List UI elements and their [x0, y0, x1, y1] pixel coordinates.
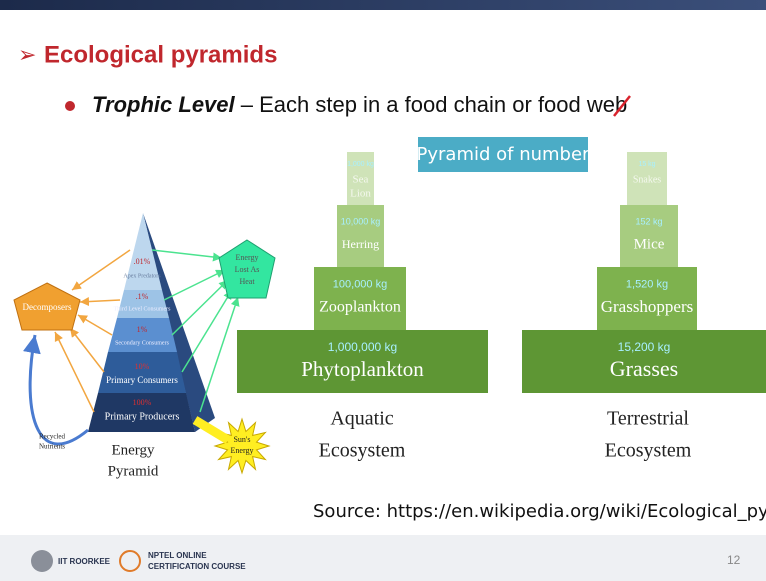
recycle-arrow	[23, 334, 89, 446]
level-name: Lion	[350, 188, 371, 200]
aquatic-pyramid: 1,000 kg Sea Lion 10,000 kg Herring 100,000 k…	[237, 152, 488, 393]
level-percent: .1%	[136, 292, 149, 301]
pyramid-label-box	[418, 137, 588, 172]
energy-caption: Energy	[111, 442, 155, 458]
pyramid-band	[88, 393, 195, 432]
arrow	[199, 296, 240, 413]
title-arrow: ➢	[18, 42, 36, 67]
level-name: Secondary Consumers	[115, 340, 169, 346]
arrow	[54, 331, 95, 413]
footer-course: CERTIFICATION COURSE	[148, 562, 246, 571]
source: Source: https://en.wikipedia.org/wiki/Ec…	[313, 501, 766, 522]
arrow	[69, 327, 105, 373]
level-box	[337, 205, 384, 267]
level-name: Primary Consumers	[106, 375, 178, 385]
level-value: 15,200 kg	[618, 340, 671, 354]
arrow	[79, 297, 121, 307]
level-value: 10,000 kg	[341, 217, 381, 227]
pyramid-band	[108, 318, 177, 352]
arrow	[181, 289, 233, 373]
level-value: 1,000,000 kg	[328, 340, 397, 354]
level-box	[597, 267, 697, 330]
arrow	[151, 249, 223, 262]
level-percent: .01%	[134, 257, 151, 266]
footer-course: NPTEL ONLINE	[148, 551, 207, 560]
terrestrial-caption: Terrestrial	[607, 408, 689, 430]
level-value: 152 kg	[635, 217, 662, 227]
sun-arrow	[192, 416, 231, 444]
pyramid-band	[124, 213, 162, 290]
level-box	[620, 205, 678, 267]
pyramid-side	[143, 213, 215, 432]
level-name: Third Level Consumers	[114, 306, 172, 312]
decomposers-label: Decomposers	[23, 302, 72, 312]
heat-shape	[218, 239, 276, 299]
sun-shape	[213, 417, 271, 475]
sun-label: Sun's	[233, 435, 250, 444]
level-name: Phytoplankton	[301, 357, 424, 381]
energy-caption: Pyramid	[108, 463, 159, 479]
pen-mark	[613, 95, 631, 117]
bullet-definition: – Each step in a food chain or food web	[235, 92, 628, 117]
heat-label: Energy	[236, 253, 259, 262]
level-percent: 10%	[135, 362, 150, 371]
terrestrial-pyramid: 15 kg Snakes 152 kg Mice 1,520 kg Grasshopper…	[522, 152, 766, 393]
level-name: Apex Predators	[123, 273, 161, 279]
level-name: Grasshoppers	[601, 297, 694, 316]
aquatic-caption: Aquatic	[330, 408, 393, 430]
level-box	[522, 330, 766, 393]
arrow	[77, 314, 113, 336]
level-name: Zooplankton	[319, 299, 401, 316]
level-name: Mice	[634, 237, 665, 253]
recycled-label: Nutrients	[39, 443, 65, 451]
heat-label: Heat	[239, 277, 255, 286]
arrow	[163, 269, 226, 301]
sun-label: Energy	[231, 446, 254, 455]
level-name: Sea	[353, 174, 369, 186]
pyramid-label: Pyramid of number	[417, 144, 591, 165]
level-percent: 1%	[137, 325, 148, 334]
level-percent: 100%	[133, 398, 152, 407]
heat-label: Lost As	[235, 265, 260, 274]
bullet-text: Trophic Level – Each step in a food chai…	[92, 92, 627, 117]
aquatic-caption: Ecosystem	[319, 440, 406, 462]
level-value: 1,520 kg	[626, 279, 668, 291]
footer-bar	[0, 535, 766, 581]
arrow	[71, 249, 131, 291]
level-box	[314, 267, 406, 330]
decomposers-shape	[13, 282, 81, 331]
nptel-logo	[119, 550, 141, 572]
energy-pyramid: .01% Apex Predators .1% Third Level Consume…	[13, 213, 276, 479]
pyramid-band	[98, 352, 186, 393]
level-name: Primary Producers	[105, 411, 180, 422]
level-value: 100,000 kg	[333, 279, 387, 291]
level-box	[347, 152, 374, 205]
level-box	[627, 152, 667, 205]
level-name: Herring	[342, 237, 379, 251]
level-value: 15 kg	[638, 161, 655, 168]
page-number: 12	[727, 553, 741, 567]
bullet-term: Trophic Level	[92, 92, 236, 117]
top-bar	[0, 0, 766, 10]
level-name: Grasses	[610, 356, 678, 381]
level-value: 1,000 kg	[347, 161, 374, 168]
title: Ecological pyramids	[44, 41, 277, 68]
footer-institute: IIT ROORKEE	[58, 557, 111, 566]
level-box	[237, 330, 488, 393]
arrow	[171, 279, 229, 336]
recycled-label: Recycled	[39, 433, 66, 441]
iitr-logo	[31, 550, 53, 572]
level-name: Snakes	[633, 174, 661, 185]
pyramid-band	[117, 290, 169, 318]
bullet-dot	[65, 101, 75, 111]
terrestrial-caption: Ecosystem	[605, 440, 692, 462]
